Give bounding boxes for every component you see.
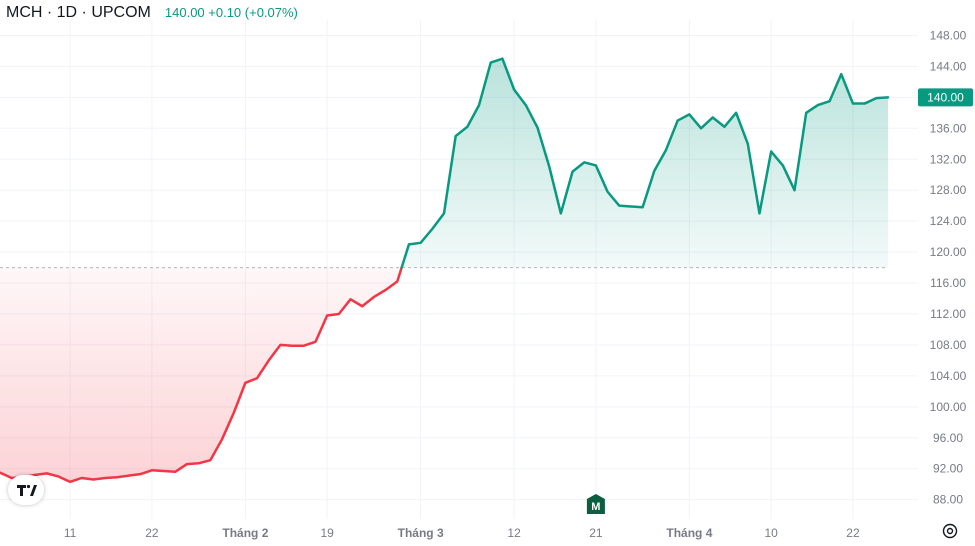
x-tick-label: 22 bbox=[846, 526, 860, 540]
gear-icon[interactable] bbox=[941, 522, 959, 540]
y-tick-label: 124.00 bbox=[930, 214, 967, 228]
y-tick-label: 148.00 bbox=[930, 28, 967, 42]
series-line-up bbox=[400, 57, 890, 269]
area-above-baseline bbox=[401, 58, 888, 268]
tradingview-logo-icon[interactable] bbox=[8, 475, 44, 505]
y-tick-label: 144.00 bbox=[930, 59, 967, 73]
y-tick-label: 88.00 bbox=[933, 493, 963, 507]
x-tick-label: 11 bbox=[64, 526, 77, 540]
x-tick-label: 21 bbox=[589, 526, 603, 540]
x-tick-label: Tháng 2 bbox=[222, 526, 268, 540]
y-tick-label: 112.00 bbox=[930, 307, 966, 321]
y-tick-label: 92.00 bbox=[933, 462, 963, 476]
symbol-label: MCH · 1D · UPCOM bbox=[6, 4, 151, 21]
x-tick-label: 22 bbox=[145, 526, 159, 540]
y-tick-label: 136.00 bbox=[930, 121, 967, 135]
x-tick-label: 19 bbox=[320, 526, 334, 540]
y-tick-label: 132.00 bbox=[930, 152, 967, 166]
marker-label: M bbox=[591, 501, 600, 513]
x-tick-label: 10 bbox=[764, 526, 778, 540]
last-price-badge bbox=[918, 88, 973, 107]
x-tick-label: Tháng 3 bbox=[398, 526, 444, 540]
y-tick-label: 120.00 bbox=[930, 245, 967, 259]
area-below-baseline bbox=[0, 267, 402, 482]
y-tick-label: 116.00 bbox=[930, 276, 966, 290]
y-tick-label: 108.00 bbox=[930, 338, 967, 352]
last-price-label: 140.00 bbox=[927, 90, 964, 104]
y-tick-label: 128.00 bbox=[930, 183, 967, 197]
price-change-label: 140.00 +0.10 (+0.07%) bbox=[164, 5, 298, 20]
series-line-down bbox=[0, 266, 403, 484]
m-marker-icon[interactable] bbox=[586, 494, 605, 514]
x-tick-label: 12 bbox=[507, 526, 521, 540]
y-tick-label: 96.00 bbox=[933, 431, 963, 445]
chart-header: MCH · 1D · UPCOM 140.00 +0.10 (+0.07%) bbox=[6, 4, 298, 22]
x-tick-label: Tháng 4 bbox=[666, 526, 712, 540]
y-tick-label: 100.00 bbox=[930, 400, 967, 414]
y-tick-label: 104.00 bbox=[930, 369, 967, 383]
